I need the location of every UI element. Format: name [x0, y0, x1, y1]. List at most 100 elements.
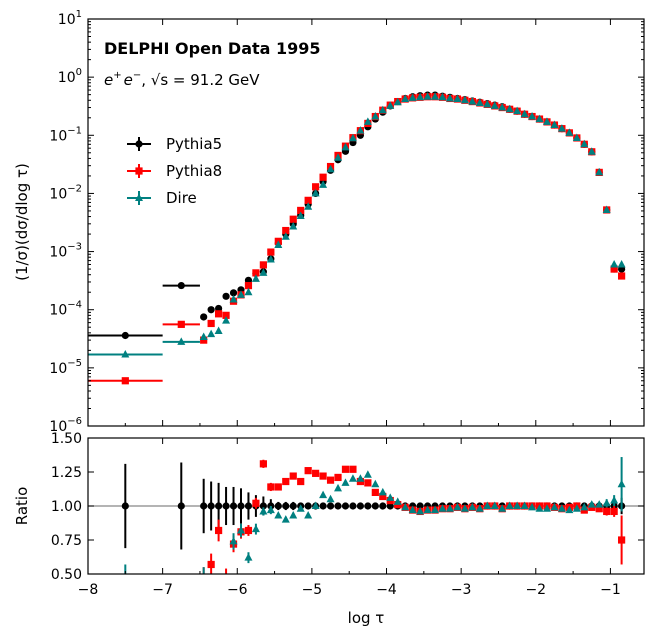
data-point	[222, 311, 230, 319]
data-point	[483, 99, 492, 108]
legend-label: Pythia8	[166, 162, 222, 180]
ratio-point	[237, 502, 245, 510]
data-point	[289, 215, 297, 223]
data-point	[505, 104, 514, 113]
data-point	[244, 281, 253, 290]
chart-subtitle: e+ e−, √s = 91.2 GeV	[104, 70, 260, 89]
data-point	[312, 183, 320, 191]
ratio-point	[416, 502, 424, 510]
ratio-point	[535, 504, 544, 512]
data-point	[453, 94, 462, 103]
data-point	[475, 98, 484, 106]
ratio-point	[207, 560, 215, 569]
data-point	[438, 92, 447, 101]
ratio-point	[326, 502, 335, 510]
ratio-point	[304, 502, 312, 510]
x-tick-label: −4	[376, 582, 397, 598]
ratio-point	[603, 507, 611, 516]
ratio-point	[431, 505, 440, 514]
ratio-point	[408, 505, 417, 514]
ratio-point	[416, 506, 425, 515]
y-tick-label-ratio: 1.50	[51, 431, 82, 447]
data-point	[252, 269, 260, 277]
data-point	[222, 316, 231, 324]
ratio-point	[349, 502, 357, 510]
data-point	[408, 93, 417, 101]
ratio-point	[266, 505, 275, 514]
y-tick-label-main: 10−3	[49, 242, 82, 261]
ratio-point	[274, 511, 283, 519]
ratio-point	[379, 502, 387, 510]
ratio-point	[550, 502, 559, 511]
data-point	[572, 133, 581, 141]
data-point	[393, 97, 402, 106]
ratio-point	[363, 470, 372, 478]
data-point	[214, 326, 223, 335]
data-point	[356, 126, 365, 134]
data-point	[229, 294, 238, 303]
ratio-point	[610, 507, 618, 516]
data-point	[266, 255, 275, 263]
data-point	[542, 117, 551, 125]
x-tick-label: −2	[525, 582, 546, 598]
ratio-point	[460, 504, 469, 512]
ratio-point	[274, 502, 282, 510]
y-tick-label-main: 10−2	[49, 183, 82, 202]
data-point	[207, 306, 215, 314]
y-tick-label-main: 10−4	[49, 300, 82, 319]
data-point	[200, 336, 208, 344]
data-point	[207, 319, 215, 328]
ratio-point	[379, 492, 387, 501]
data-point	[460, 95, 469, 104]
data-point	[304, 196, 312, 204]
data-point	[490, 101, 499, 109]
data-point	[386, 101, 395, 109]
ratio-point	[371, 479, 380, 488]
data-point	[319, 180, 328, 188]
ratio-point	[490, 501, 499, 509]
data-point	[423, 92, 432, 100]
legend-label: Dire	[166, 189, 197, 207]
ratio-point	[281, 515, 290, 523]
ratio-point	[311, 501, 320, 509]
data-point	[319, 173, 327, 181]
ratio-panel: 0.50 0.75 1.00 1.25 1.50 −8 −7 −6 −5 −4 −3 −2 −1 Ra…	[13, 431, 645, 627]
ratio-point	[326, 476, 335, 484]
ratio-point	[274, 483, 282, 491]
ratio-point	[520, 501, 529, 509]
ratio-point	[513, 501, 522, 509]
data-point	[121, 377, 129, 385]
data-point	[259, 261, 267, 269]
ratio-point	[475, 504, 484, 512]
ratio-point	[259, 502, 267, 510]
ratio-point	[236, 525, 245, 534]
main-panel: 101 100 10−1 10−2 10−3 10−4 10−5 10−6 DELPHI Op…	[13, 9, 645, 435]
ratio-point	[528, 502, 537, 511]
x-tick-label: −6	[227, 582, 248, 598]
data-point	[498, 103, 507, 111]
ratio-point	[483, 501, 492, 509]
ratio-point	[319, 490, 328, 499]
data-point	[513, 106, 522, 115]
ratio-point	[244, 502, 253, 510]
ratio-point	[289, 472, 297, 480]
data-point	[222, 292, 230, 300]
ratio-point	[297, 477, 305, 486]
ratio-point	[580, 502, 589, 511]
ratio-point	[453, 502, 462, 511]
ratio-point	[200, 502, 208, 510]
data-point	[431, 92, 440, 100]
data-point	[595, 167, 604, 176]
data-point	[401, 94, 410, 103]
data-point	[326, 164, 335, 173]
ratio-point	[364, 479, 372, 487]
legend: Pythia5 Pythia8 Dire	[127, 135, 222, 207]
ratio-point	[393, 497, 402, 505]
data-point	[121, 349, 130, 358]
ratio-point	[282, 502, 290, 510]
data-point	[445, 93, 454, 102]
x-tick-label: −3	[451, 582, 472, 598]
data-point	[311, 188, 320, 197]
ratio-point	[505, 501, 514, 509]
data-point	[207, 329, 216, 338]
